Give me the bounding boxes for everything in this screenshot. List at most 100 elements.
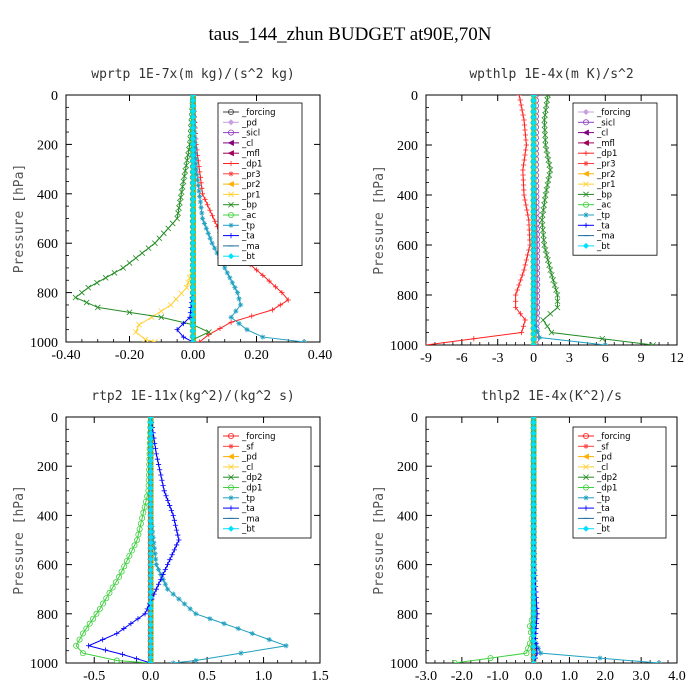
data-point [185, 279, 192, 286]
legend-entry: _pd [241, 118, 257, 128]
panel-title: rtp2 1E-11x(kg^2)/(kg^2 s) [91, 389, 295, 404]
data-point [540, 227, 546, 233]
legend-marker [583, 505, 589, 511]
data-point [193, 657, 199, 663]
legend: _forcing_sicl_cl_mfl_dp1_pr3_pr2_pr1_bp_… [572, 102, 658, 256]
data-point [524, 252, 531, 258]
data-point [518, 102, 524, 108]
data-point [187, 606, 193, 612]
data-point [522, 152, 528, 158]
legend-box [572, 102, 658, 256]
data-point [650, 342, 656, 345]
data-point [236, 320, 242, 327]
y-tick-label: 600 [37, 559, 58, 574]
data-point [269, 307, 275, 313]
legend: _forcing_sf_pd_cl_dp2_dp1_tp_ta_ma_bt [572, 426, 667, 539]
data-point [158, 576, 164, 582]
data-point [553, 287, 559, 293]
data-point [526, 217, 532, 223]
data-point [163, 493, 169, 499]
data-point [114, 630, 120, 637]
legend-marker [227, 525, 235, 532]
data-point [206, 331, 212, 338]
data-point [542, 137, 549, 143]
data-point [151, 545, 158, 551]
data-point [94, 304, 101, 311]
data-point [152, 551, 158, 557]
data-point [523, 142, 529, 148]
data-point [120, 265, 127, 271]
data-point [542, 142, 549, 148]
data-point [195, 182, 201, 189]
y-tick-label: 800 [397, 289, 418, 304]
data-point [523, 202, 529, 208]
panel-title: wprtp 1E-7x(m kg)/(s^2 kg) [91, 67, 295, 82]
data-point [517, 97, 523, 103]
data-point [545, 157, 552, 163]
y-tick-label: 1000 [390, 657, 418, 672]
legend-entry: _ta [241, 504, 255, 514]
data-point [544, 97, 551, 103]
data-point [522, 317, 528, 323]
legend-marker [227, 432, 234, 439]
data-point [136, 526, 143, 533]
data-point [221, 621, 227, 627]
x-tick-label: 0.5 [198, 669, 216, 684]
data-point [539, 222, 546, 228]
data-point [135, 616, 141, 622]
data-point [249, 313, 255, 319]
data-point [523, 137, 529, 143]
data-point [109, 584, 116, 591]
data-point [174, 215, 181, 222]
data-point [142, 498, 149, 505]
y-tick-label: 1000 [30, 657, 58, 672]
data-point [522, 127, 528, 133]
data-point [112, 579, 119, 586]
panel-wpthlp: wpthlp 1E-4x(m K)/s^2 Pressure [hPa] -9 -6 -… [372, 67, 684, 366]
data-point [516, 95, 522, 98]
data-point [546, 262, 552, 268]
legend-entry: _ta [241, 232, 255, 242]
data-point [514, 287, 520, 293]
legend-marker [583, 432, 590, 439]
data-point [152, 440, 158, 446]
y-tick-label: 0 [411, 411, 418, 426]
data-point [520, 167, 526, 173]
x-tick-label: -0.5 [83, 669, 105, 684]
x-tick-label: 12 [670, 351, 684, 366]
data-point [523, 147, 529, 153]
data-point [197, 174, 204, 180]
legend-entry: _sf [596, 442, 610, 452]
data-point [165, 586, 171, 592]
data-point [155, 461, 162, 468]
legend-entry: _mfl [596, 139, 615, 149]
data-point [123, 558, 130, 565]
data-point [227, 275, 233, 281]
legend-marker [227, 181, 234, 188]
legend-entry: _pr2 [596, 170, 616, 180]
data-point [128, 621, 134, 627]
legend-marker [582, 453, 589, 460]
legend-entry: _cl [596, 129, 608, 139]
data-point [279, 290, 285, 296]
data-point [154, 456, 161, 462]
data-point [277, 302, 283, 308]
figure-title: taus_144_zhun BUDGET at90E,70N [208, 24, 491, 45]
data-point [179, 183, 186, 190]
data-point [194, 177, 201, 183]
data-point [540, 317, 547, 323]
data-point [192, 150, 199, 156]
legend-marker [228, 474, 234, 481]
legend-marker [228, 222, 234, 228]
legend-marker [583, 160, 589, 167]
legend-marker [228, 160, 234, 167]
y-tick-label: 0 [51, 89, 58, 104]
legend-entry: _tp [241, 494, 255, 504]
y-tick-label: 400 [37, 509, 58, 524]
data-point [551, 282, 558, 288]
data-point [173, 296, 179, 303]
data-point [519, 272, 525, 278]
data-point [253, 267, 260, 273]
data-point [541, 197, 548, 203]
data-point [260, 272, 266, 278]
